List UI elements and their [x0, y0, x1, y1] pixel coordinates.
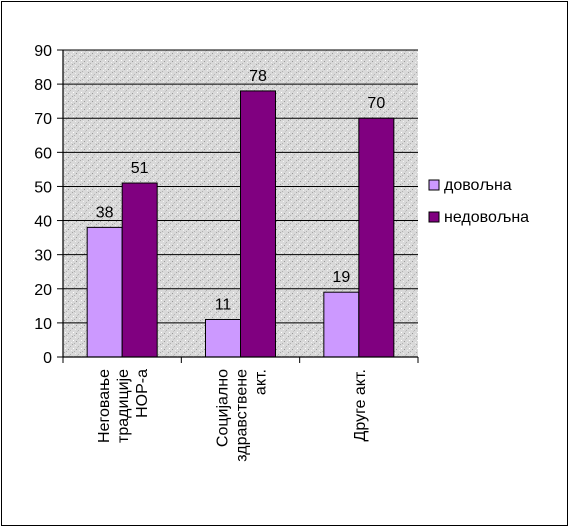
- category-label-line: традиције: [115, 369, 132, 443]
- legend-label: недовољна: [444, 209, 529, 226]
- bar-недовољна: [358, 117, 395, 358]
- category-label-line: акт.: [253, 369, 270, 395]
- data-label: 51: [131, 160, 149, 177]
- category-label-line: Друге акт.: [352, 369, 369, 441]
- y-tick-label: 50: [34, 179, 52, 196]
- category-label-line: НОР-а: [134, 369, 151, 418]
- y-tick-label: 60: [34, 145, 52, 162]
- y-tick-label: 0: [43, 350, 52, 367]
- y-tick-label: 10: [34, 316, 52, 333]
- data-label: 70: [367, 95, 385, 112]
- y-tick-label: 40: [34, 214, 52, 231]
- y-tick-label: 20: [34, 282, 52, 299]
- legend-swatch: [428, 179, 440, 191]
- bar-довољна: [323, 291, 360, 358]
- bar-недовољна: [240, 90, 276, 358]
- y-tick-label: 90: [34, 43, 52, 60]
- category-label: Социјално здравствене акт.: [215, 369, 270, 462]
- y-tick-label: 80: [34, 77, 52, 94]
- y-tick-label: 30: [34, 248, 52, 265]
- category-label-line: Социјално: [215, 369, 232, 447]
- category-label: Неговање традиције НОР-а: [96, 369, 151, 443]
- legend-swatch: [428, 211, 440, 223]
- legend-label: довољна: [444, 177, 512, 194]
- legend-box: [425, 172, 566, 242]
- bar-недовољна: [121, 182, 158, 358]
- category-label: Друге акт.: [352, 369, 369, 441]
- bar-довољна: [205, 318, 241, 358]
- data-label: 78: [249, 68, 267, 85]
- data-label: 11: [215, 296, 232, 313]
- category-label-line: Неговање: [96, 369, 113, 443]
- y-tick-label: 70: [34, 111, 52, 128]
- category-label-line: здравствене: [234, 369, 251, 462]
- bar-довољна: [86, 226, 123, 358]
- data-label: 38: [96, 204, 114, 221]
- data-label: 19: [332, 269, 350, 286]
